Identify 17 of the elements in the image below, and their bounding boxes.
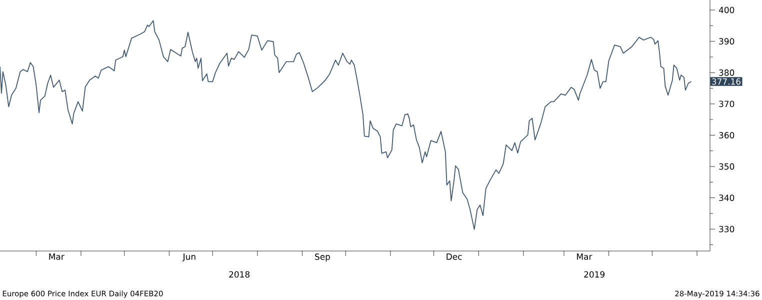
y-tick-label: 400: [718, 6, 734, 14]
y-tick-label: 340: [719, 194, 734, 202]
text: 2019: [584, 271, 605, 278]
y-tick-label: 360: [719, 132, 734, 138]
y-tick-label: 330: [719, 226, 734, 232]
x-tick-label: Dec: [446, 254, 462, 260]
line-series: [0, 20, 692, 230]
y-tick-label: 380: [719, 69, 734, 76]
text: 2018: [229, 271, 250, 278]
y-tick-label: 370: [719, 100, 734, 108]
x-tick-label: Jun: [182, 254, 196, 262]
y-tick-label: 390: [719, 38, 734, 45]
x-tick-label: Sep: [315, 254, 330, 262]
x-tick-label: Mar: [49, 254, 64, 260]
y-tick-label: 350: [719, 163, 734, 170]
x-tick-label: Mar: [577, 254, 592, 260]
annotation: 377.16: [712, 78, 741, 85]
